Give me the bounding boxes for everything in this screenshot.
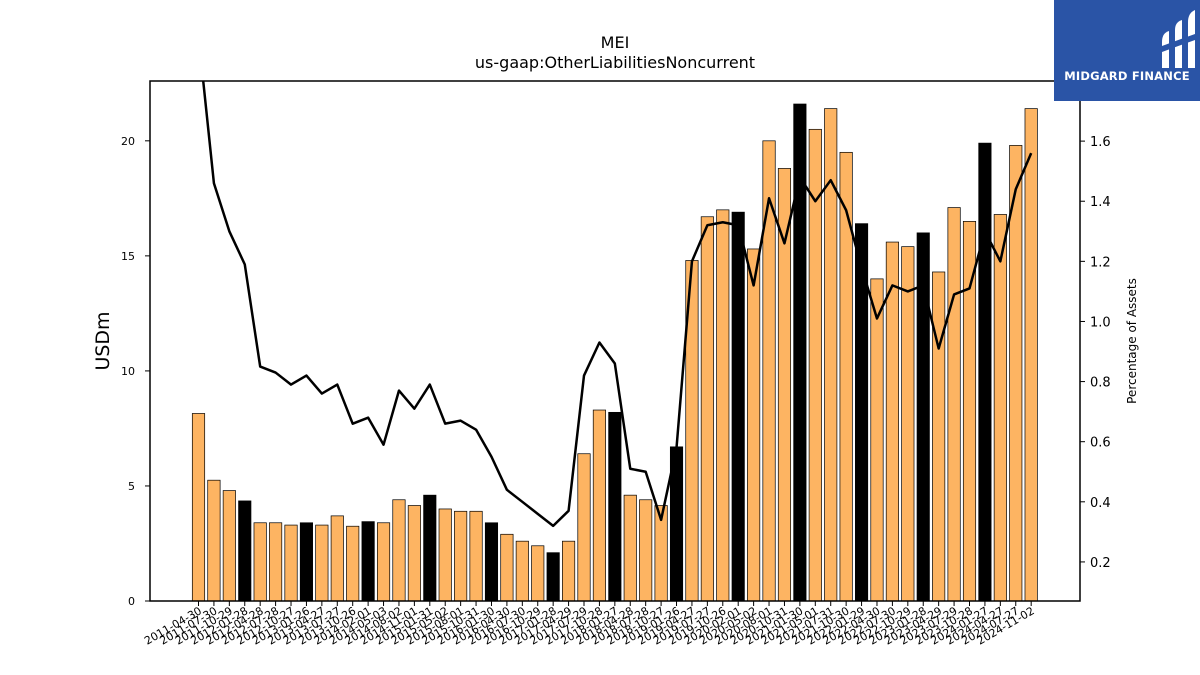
bar-2015-08-01 (454, 510, 468, 602)
bar-2017-04-29 (562, 540, 576, 602)
y2-tick-label: 0.4 (1090, 496, 1111, 511)
y2-axis-ticks: 0.2 0.4 0.6 0.8 1.0 1.2 1.4 1.6 (1080, 135, 1111, 571)
bar-2012-01-28 (238, 500, 252, 602)
bar-2013-07-27 (330, 515, 344, 602)
bar-2016-07-30 (515, 540, 529, 602)
bar-2024-04-27 (993, 214, 1007, 602)
bar-2018-04-28 (623, 494, 637, 602)
bar-2019-07-27 (700, 216, 714, 602)
plot-frame (149, 80, 1081, 602)
y2-tick-label: 0.6 (1090, 436, 1111, 451)
midgard-finance-logo: MIDGARD FINANCE (1054, 0, 1200, 101)
bar-2024-01-27 (978, 142, 992, 602)
bar-2013-01-26 (299, 522, 313, 602)
bar-2020-02-01 (731, 211, 745, 602)
bar-2015-01-31 (423, 494, 437, 602)
bar-series (191, 103, 1038, 602)
bar-2014-11-01 (407, 505, 421, 602)
y-tick-label: 0 (128, 595, 135, 608)
bar-2019-10-26 (716, 209, 730, 602)
bar-2012-07-28 (269, 522, 283, 602)
y2-tick-label: 1.2 (1090, 255, 1111, 270)
bar-2017-07-29 (577, 453, 591, 602)
bar-2011-10-29 (222, 490, 236, 602)
bar-2018-01-27 (608, 411, 622, 602)
y-tick-label: 5 (128, 480, 135, 493)
y-axis-ticks: 0 5 10 15 20 (121, 135, 150, 608)
bar-2014-08-02 (392, 499, 406, 602)
pct-of-assets-line (201, 80, 1033, 528)
bar-2011-04-30 (191, 413, 206, 602)
y2-tick-label: 1.6 (1090, 135, 1111, 150)
logo-text: MIDGARD FINANCE (1064, 69, 1190, 83)
y2-tick-label: 1.4 (1090, 195, 1111, 210)
bar-2020-05-02 (747, 248, 761, 602)
y-axis-label: USDm (92, 311, 114, 370)
bar-2014-02-01 (361, 521, 375, 602)
y2-tick-label: 0.8 (1090, 376, 1111, 391)
bar-2012-04-28 (253, 522, 267, 602)
bar-2014-05-03 (376, 522, 391, 602)
chart-subtitle: us-gaap:OtherLiabilitiesNoncurrent (475, 53, 755, 72)
bar-2011-07-30 (207, 479, 221, 602)
bar-2022-10-29 (901, 246, 915, 602)
y2-tick-label: 0.2 (1090, 556, 1111, 571)
bar-2015-10-31 (469, 510, 483, 602)
bar-2016-01-30 (484, 522, 499, 602)
bar-2016-10-29 (531, 545, 545, 602)
x-axis-ticks: 2011-04-302011-07-302011-10-292012-01-28… (142, 601, 1037, 648)
y-tick-label: 15 (121, 250, 135, 263)
bar-2023-10-28 (962, 221, 977, 602)
bar-2023-04-29 (932, 271, 946, 602)
chart-title: MEI (601, 33, 630, 52)
bar-2017-10-28 (592, 409, 606, 602)
bar-2016-04-30 (500, 533, 514, 602)
bar-2013-04-27 (315, 524, 329, 602)
y2-axis-label: Percentage of Assets (1125, 278, 1139, 404)
bar-2017-01-28 (546, 552, 560, 602)
logo-mark-icon (1162, 10, 1195, 68)
bar-2013-10-26 (346, 525, 360, 602)
y-tick-label: 20 (121, 135, 135, 148)
y2-tick-label: 1.0 (1090, 315, 1111, 330)
y-tick-label: 10 (121, 365, 135, 378)
bar-2021-10-30 (839, 151, 853, 602)
bar-2022-04-30 (870, 278, 884, 602)
bar-2018-07-28 (639, 499, 653, 602)
bar-2024-11-02 (1024, 108, 1038, 602)
bar-2015-05-02 (438, 508, 452, 602)
bar-2012-10-27 (284, 524, 298, 602)
bar-2023-07-29 (947, 207, 961, 602)
